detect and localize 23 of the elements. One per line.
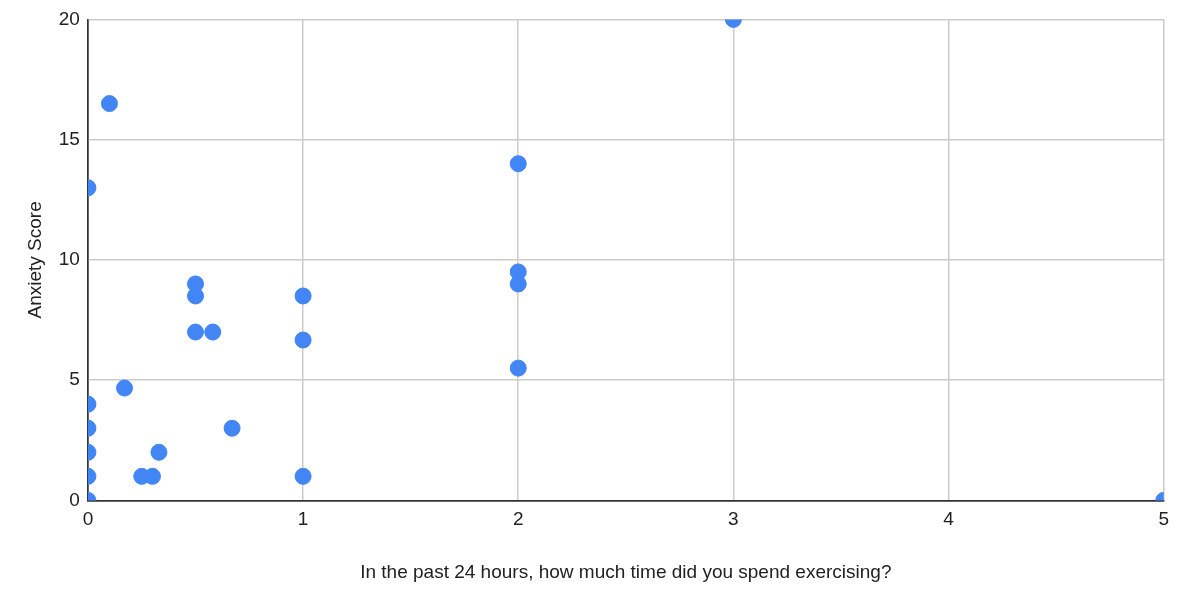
y-tick-label: 5 xyxy=(69,368,80,390)
y-tick-label: 10 xyxy=(58,248,80,270)
point xyxy=(100,95,118,113)
point xyxy=(294,331,312,349)
point xyxy=(294,467,312,485)
x-axis-title: In the past 24 hours, how much time did you spend exercising? xyxy=(360,560,892,582)
y-axis-title: Anxiety Score xyxy=(23,201,45,319)
point xyxy=(204,323,222,341)
y-tick-label: 20 xyxy=(58,7,80,29)
y-tick-label: 0 xyxy=(69,488,80,510)
x-tick-label: 2 xyxy=(512,508,524,530)
point xyxy=(116,379,134,397)
point xyxy=(294,287,312,305)
x-tick-label: 5 xyxy=(1158,508,1170,530)
point xyxy=(509,155,527,173)
x-tick-label: 1 xyxy=(297,508,309,530)
x-tick-label: 4 xyxy=(943,508,955,530)
x-tick-label: 3 xyxy=(728,508,739,530)
point xyxy=(223,419,241,437)
point xyxy=(150,443,168,461)
point xyxy=(187,323,205,341)
point xyxy=(509,359,527,377)
y-tick-label: 15 xyxy=(58,127,80,149)
